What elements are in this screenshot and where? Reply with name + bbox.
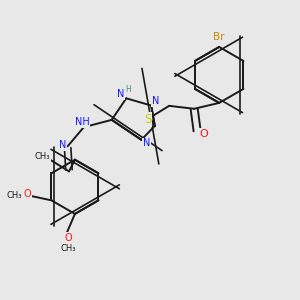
Text: O: O [199,129,208,139]
Text: Br: Br [213,32,225,42]
Text: H: H [125,85,130,94]
Text: O: O [64,233,72,243]
Text: N: N [58,140,66,150]
Text: S: S [144,112,151,126]
Text: CH₃: CH₃ [7,190,22,200]
Text: N: N [117,89,124,99]
Text: CH₃: CH₃ [35,152,50,161]
Text: NH: NH [75,117,90,127]
Text: O: O [23,190,31,200]
Text: N: N [152,96,159,106]
Text: N: N [143,138,150,148]
Text: CH₃: CH₃ [61,244,76,253]
